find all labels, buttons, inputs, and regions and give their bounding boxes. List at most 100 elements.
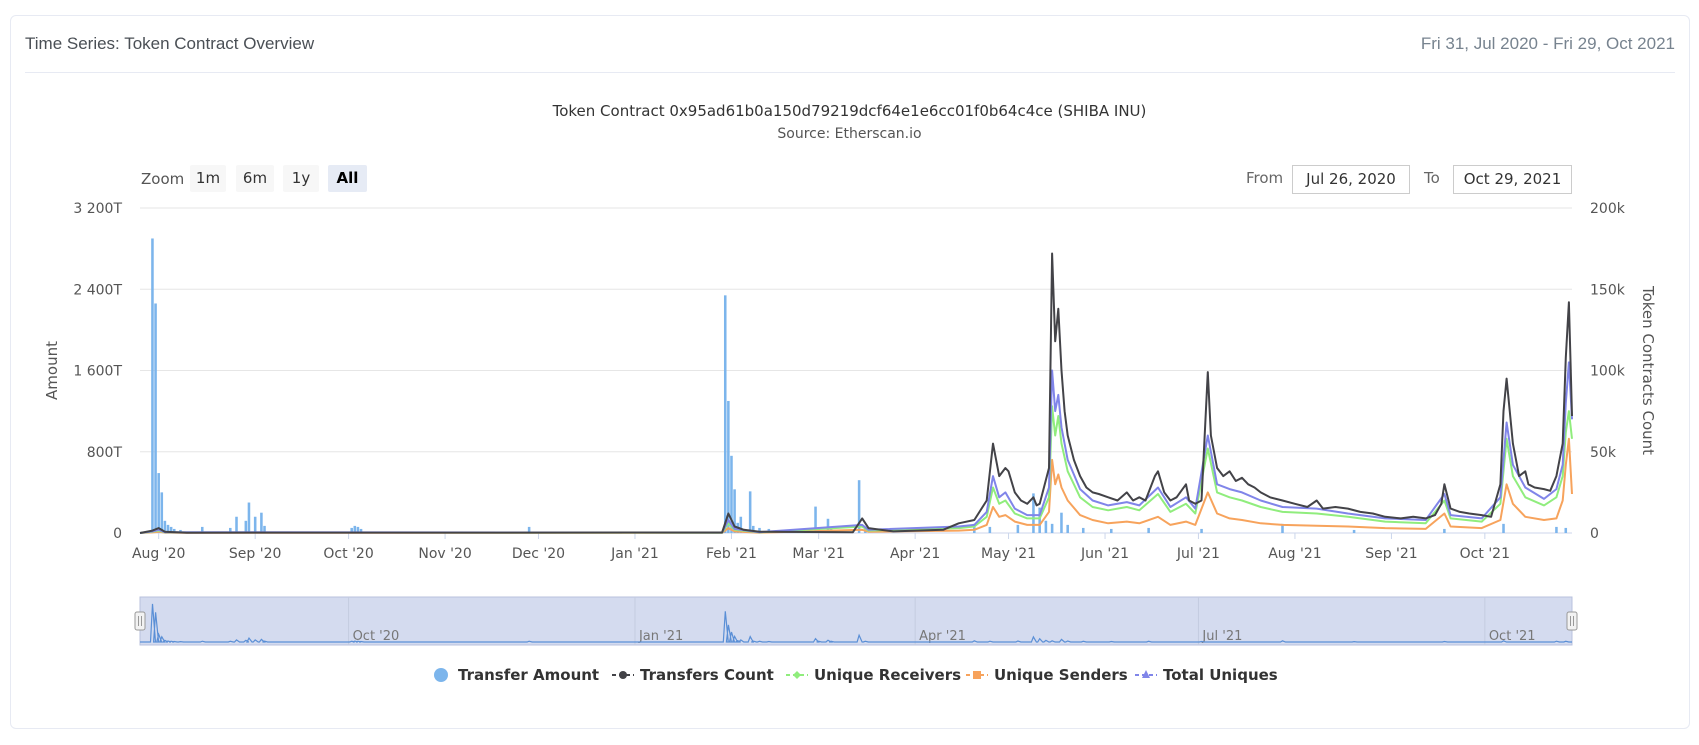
zoom-1y-button[interactable]: 1y xyxy=(283,165,319,192)
navigator-tick-label: Jan '21 xyxy=(638,629,683,644)
legend-marker-circle-icon xyxy=(434,668,448,682)
transfer-amount-bar xyxy=(253,516,257,533)
x-tick-label: Sep '20 xyxy=(229,546,282,562)
transfer-amount-bar xyxy=(247,502,251,533)
legend-label: Total Uniques xyxy=(1163,666,1278,684)
to-date-input[interactable]: Oct 29, 2021 xyxy=(1453,165,1572,194)
zoom-1m-button[interactable]: 1m xyxy=(190,165,226,192)
transfer-amount-bar xyxy=(353,525,357,533)
navigator-tick-label: Oct '20 xyxy=(353,629,400,644)
navigator-tick-label: Jul '21 xyxy=(1201,629,1242,644)
x-tick-label: Apr '21 xyxy=(890,546,940,562)
x-tick-label: Nov '20 xyxy=(418,546,471,562)
navigator-tick-label: Apr '21 xyxy=(919,629,966,644)
x-tick-label: Jun '21 xyxy=(1080,546,1129,562)
x-tick-label: Jan '21 xyxy=(610,546,659,562)
transfer-amount-bar xyxy=(350,527,353,533)
x-tick-label: Mar '21 xyxy=(792,546,845,562)
transfer-amount-bar xyxy=(157,473,160,533)
transfer-amount-bar xyxy=(758,527,761,533)
zoom-all-button[interactable]: All xyxy=(328,165,367,192)
navigator-series-line xyxy=(140,603,1572,643)
x-tick-label: Jul '21 xyxy=(1176,546,1220,562)
navigator-selection xyxy=(139,596,1573,646)
legend-label: Transfers Count xyxy=(640,666,774,684)
legend-marker-diamond-icon xyxy=(786,671,808,679)
transfer-amount-bar xyxy=(169,526,173,533)
y-right-tick-label: 100k xyxy=(1590,364,1626,380)
zoom-label: Zoom xyxy=(141,170,185,188)
transfer-amount-bar xyxy=(826,518,830,533)
y-right-tick-label: 200k xyxy=(1590,201,1626,217)
transfer-amount-bar xyxy=(527,526,531,533)
zoom-6m-button[interactable]: 6m xyxy=(236,165,274,192)
from-label: From xyxy=(1246,169,1284,187)
x-tick-label: Dec '20 xyxy=(512,546,565,562)
transfer-amount-bar xyxy=(727,400,730,533)
y-left-tick-label: 800T xyxy=(87,445,123,461)
navigator-tick-label: Oct '21 xyxy=(1489,629,1536,644)
legend-marker-square-icon xyxy=(966,671,988,679)
y-right-tick-label: 50k xyxy=(1590,445,1617,461)
legend-marker-triangle-icon xyxy=(1135,670,1157,678)
transfer-amount-bar xyxy=(1044,520,1048,533)
chart-subtitle: Source: Etherscan.io xyxy=(777,126,922,142)
transfer-amount-bar xyxy=(263,525,266,533)
unique-receivers-line xyxy=(139,405,1573,534)
legend-marker-line-icon xyxy=(612,671,634,679)
transfer-amount-bar xyxy=(723,295,727,533)
transfer-amount-bar xyxy=(1016,524,1020,533)
transfer-amount-bar xyxy=(163,520,167,533)
transfer-amount-bar xyxy=(160,492,164,533)
transfer-amount-bar xyxy=(200,526,204,533)
transfer-amount-bar xyxy=(356,526,360,533)
y-right-axis-title: Token Contracts Count xyxy=(1639,285,1657,455)
transfer-amount-bar xyxy=(988,526,992,533)
transfer-amount-bar xyxy=(1081,527,1085,533)
card-header: Time Series: Token Contract Overview Fri… xyxy=(25,16,1675,73)
x-tick-label: May '21 xyxy=(981,546,1036,562)
chart-title: Token Contract 0x95ad61b0a150d79219dcf64… xyxy=(552,102,1147,120)
y-left-axis-title: Amount xyxy=(43,341,61,400)
y-left-tick-label: 3 200T xyxy=(73,201,122,217)
legend-label: Unique Senders xyxy=(994,666,1128,684)
transfer-amount-bar xyxy=(814,506,817,533)
x-tick-label: Oct '21 xyxy=(1460,546,1510,562)
transfer-amount-bar xyxy=(151,238,154,533)
transfer-amount-bar xyxy=(973,523,976,533)
transfer-amount-bar xyxy=(260,512,263,533)
navigator-left-handle[interactable] xyxy=(134,611,146,631)
to-label: To xyxy=(1424,169,1440,187)
x-tick-label: Aug '21 xyxy=(1268,546,1321,562)
x-tick-label: Oct '20 xyxy=(323,546,373,562)
x-tick-label: Aug '20 xyxy=(132,546,185,562)
legend-label: Transfer Amount xyxy=(458,666,600,684)
navigator-right-handle[interactable] xyxy=(1566,611,1578,631)
y-left-tick-label: 2 400T xyxy=(73,282,122,298)
transfer-amount-bar xyxy=(748,491,752,533)
handle-grip-icon xyxy=(134,611,146,631)
transfer-amount-bar xyxy=(154,303,157,533)
transfer-amount-bar xyxy=(235,516,238,533)
transfer-amount-bar xyxy=(739,516,743,533)
transfer-amount-bar xyxy=(1200,528,1203,533)
transfer-amount-bar xyxy=(1038,507,1041,533)
legend-label: Unique Receivers xyxy=(814,666,962,684)
y-right-tick-label: 150k xyxy=(1590,282,1626,298)
transfer-amount-bar xyxy=(1564,527,1568,533)
x-tick-label: Sep '21 xyxy=(1365,546,1418,562)
transfer-amount-bar xyxy=(1050,523,1054,533)
y-left-tick-label: 0 xyxy=(113,526,122,542)
transfer-amount-bar xyxy=(166,524,170,533)
total-uniques-line xyxy=(139,361,1573,534)
transfer-amount-bar xyxy=(1032,493,1035,533)
transfer-amount-bar xyxy=(1443,528,1446,533)
transfer-amount-bar xyxy=(730,455,733,533)
transfers-count-line xyxy=(139,252,1573,534)
transfer-amount-bar xyxy=(1281,523,1284,533)
transfer-amount-bar xyxy=(1060,512,1063,533)
transfer-amount-bar xyxy=(1066,524,1069,533)
from-date-input[interactable]: Jul 26, 2020 xyxy=(1292,165,1410,194)
transfer-amount-bar xyxy=(1555,526,1558,533)
